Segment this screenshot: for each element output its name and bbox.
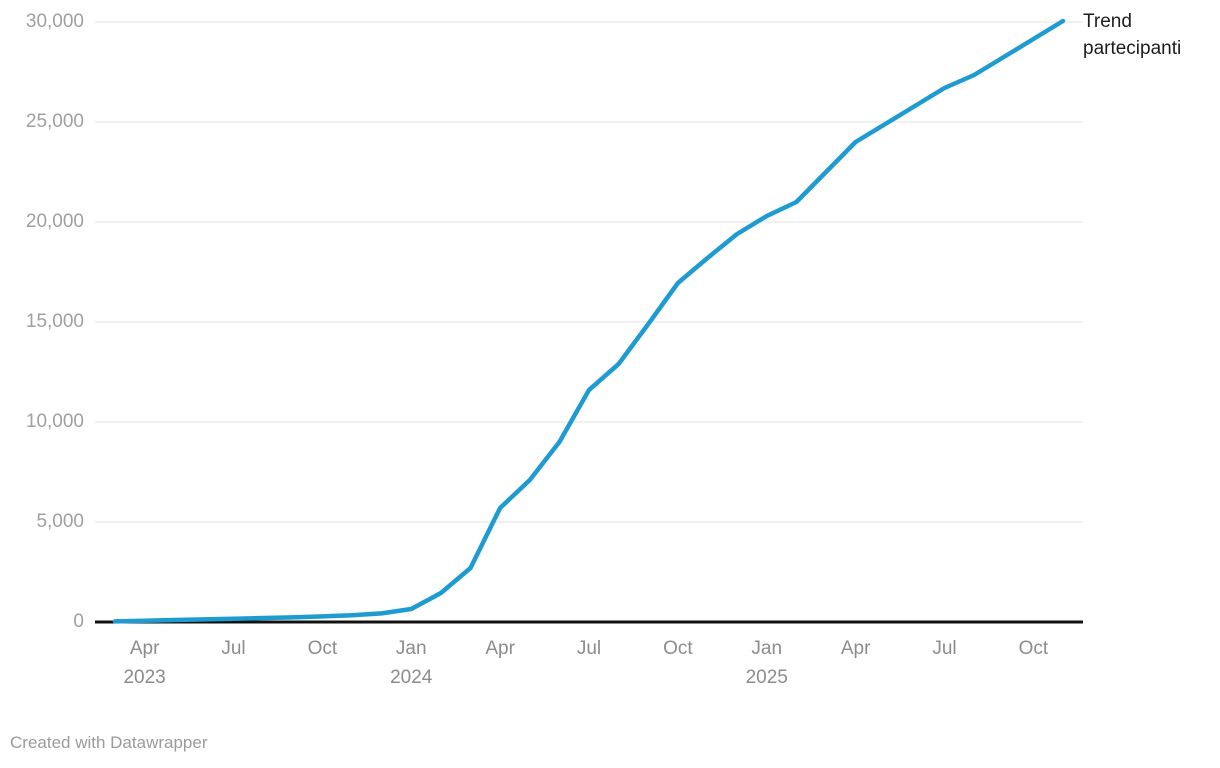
y-tick-label: 30,000 bbox=[25, 11, 84, 32]
x-tick-month: Jul bbox=[932, 638, 957, 659]
y-tick-label: 0 bbox=[73, 611, 84, 632]
x-tick-month: Apr bbox=[485, 638, 515, 659]
x-tick-label: Apr bbox=[841, 634, 871, 663]
x-tick-label: Jul bbox=[932, 634, 956, 663]
x-tick-label: Apr 2023 bbox=[123, 634, 165, 692]
x-tick-year: 2023 bbox=[123, 667, 166, 688]
datawrapper-attribution-link[interactable]: Created with Datawrapper bbox=[10, 733, 208, 752]
y-tick-label: 10,000 bbox=[25, 411, 84, 432]
x-tick-label: Jan 2025 bbox=[746, 634, 788, 692]
y-tick-label: 20,000 bbox=[25, 211, 84, 232]
x-tick-label: Oct bbox=[308, 634, 338, 663]
y-tick-label: 25,000 bbox=[25, 111, 84, 132]
x-tick-label: Jan 2024 bbox=[390, 634, 432, 692]
x-tick-label: Jul bbox=[221, 634, 245, 663]
trend-line bbox=[112, 18, 1066, 624]
x-tick-year: 2025 bbox=[745, 667, 788, 688]
series-label: Trend partecipanti bbox=[1083, 11, 1182, 59]
x-tick-month: Apr bbox=[840, 638, 871, 659]
x-tick-month: Jul bbox=[576, 638, 602, 659]
x-tick-month: Apr bbox=[129, 638, 160, 659]
x-tick-month: Oct bbox=[1018, 638, 1049, 659]
x-tick-month: Jan bbox=[751, 638, 783, 659]
x-tick-month: Oct bbox=[663, 638, 693, 659]
x-tick-label: Oct bbox=[663, 634, 693, 663]
x-tick-label: Apr bbox=[485, 634, 515, 663]
y-tick-label: 15,000 bbox=[25, 311, 84, 332]
x-tick-month: Jul bbox=[221, 638, 246, 659]
x-tick-label: Oct bbox=[1019, 634, 1049, 663]
x-tick-month: Jan bbox=[395, 638, 427, 659]
y-tick-label: 5,000 bbox=[36, 511, 84, 532]
x-tick-label: Jul bbox=[577, 634, 601, 663]
x-tick-year: 2024 bbox=[390, 667, 433, 688]
x-tick-month: Oct bbox=[307, 638, 338, 659]
